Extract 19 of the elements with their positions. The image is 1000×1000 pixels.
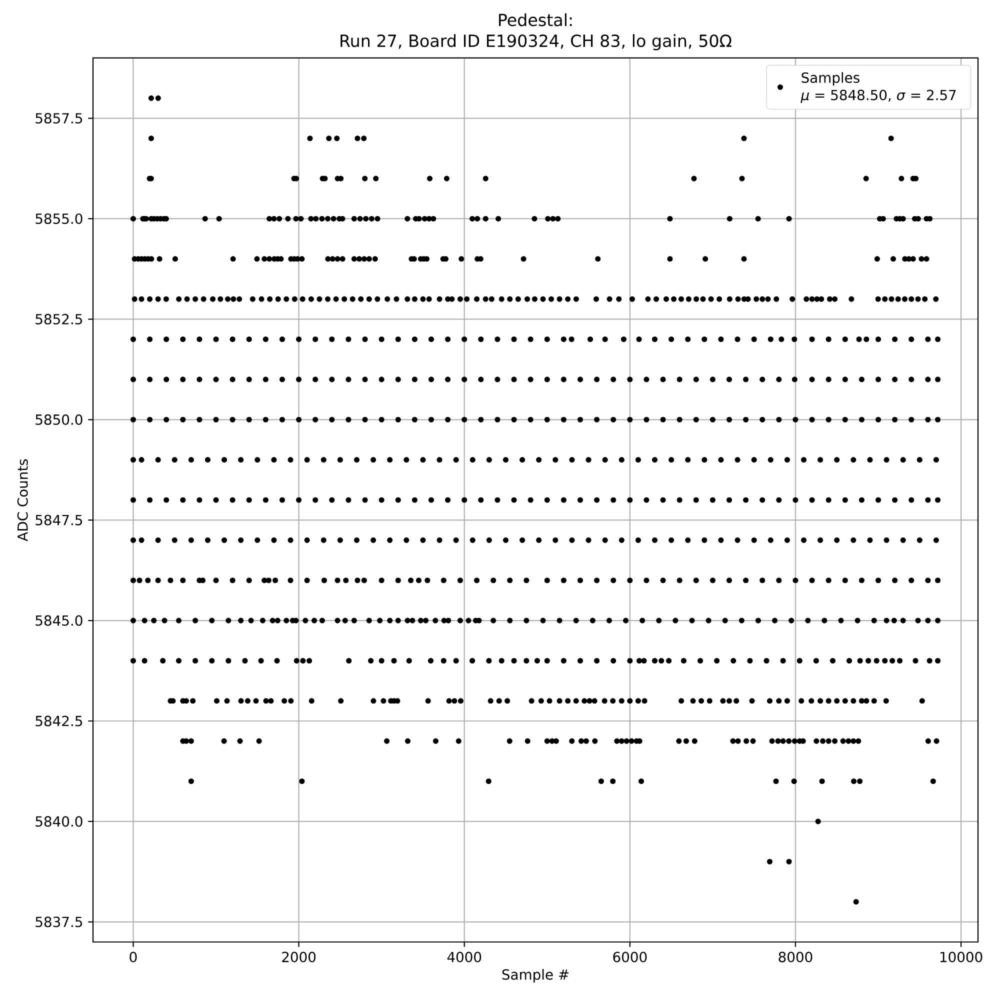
y-tick-label: 5850.0 xyxy=(36,414,82,425)
x-tick-label: 0 xyxy=(130,952,137,962)
x-tick-label: 6000 xyxy=(613,952,647,962)
x-tick-label: 4000 xyxy=(447,952,482,962)
y-tick-label: 5837.5 xyxy=(36,916,82,928)
y-tick-label: 5847.5 xyxy=(36,514,82,526)
y-tick-label: 5852.5 xyxy=(36,314,82,324)
y-tick-label: 5855.0 xyxy=(36,213,82,224)
x-tick-label: 10000 xyxy=(940,952,982,962)
x-axis-title: Sample # xyxy=(502,969,569,982)
legend-label: Samples μ = 5848.50, σ = 2.57 xyxy=(800,72,956,103)
y-axis-title: ADC Counts xyxy=(17,459,28,542)
x-tick-label: 2000 xyxy=(282,952,316,962)
chart-title: Pedestal: Run 27, Board ID E190324, CH 83, lo gain, 50Ω xyxy=(340,13,732,50)
y-tick-label: 5840.0 xyxy=(36,816,82,827)
y-tick-label: 5842.5 xyxy=(36,716,82,726)
y-tick-label: 5857.5 xyxy=(36,112,82,124)
x-tick-label: 8000 xyxy=(778,952,812,962)
y-tick-label: 5845.0 xyxy=(36,615,82,626)
